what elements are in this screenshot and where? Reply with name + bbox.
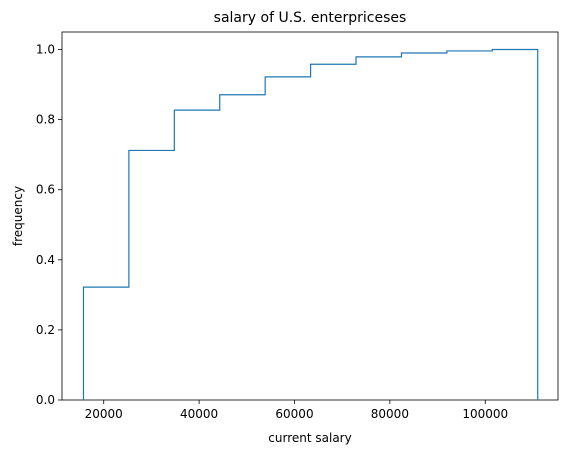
y-tick-label: 0.6 — [36, 183, 55, 197]
x-axis-label: current salary — [268, 431, 351, 445]
x-tick-label: 20000 — [85, 407, 123, 421]
y-tick-label: 0.8 — [36, 113, 55, 127]
plot-area — [61, 31, 559, 401]
y-tick-label: 0.4 — [36, 253, 55, 267]
x-axis-ticks: 20000 40000 60000 80000 100000 — [85, 400, 508, 421]
y-axis-ticks: 0.0 0.2 0.4 0.6 0.8 1.0 — [36, 43, 62, 407]
x-tick-label: 80000 — [371, 407, 409, 421]
plot-frame — [61, 31, 559, 401]
step-line — [82, 48, 539, 400]
cumulative-step-series — [82, 48, 539, 400]
y-tick-label: 0.0 — [36, 393, 55, 407]
y-tick-label: 1.0 — [36, 43, 55, 57]
x-tick-label: 40000 — [180, 407, 218, 421]
x-tick-label: 60000 — [275, 407, 313, 421]
chart-title: salary of U.S. enterpriceses — [214, 10, 407, 26]
y-tick-label: 0.2 — [36, 323, 55, 337]
x-tick-label: 100000 — [462, 407, 508, 421]
y-axis-label: frequency — [11, 186, 25, 246]
